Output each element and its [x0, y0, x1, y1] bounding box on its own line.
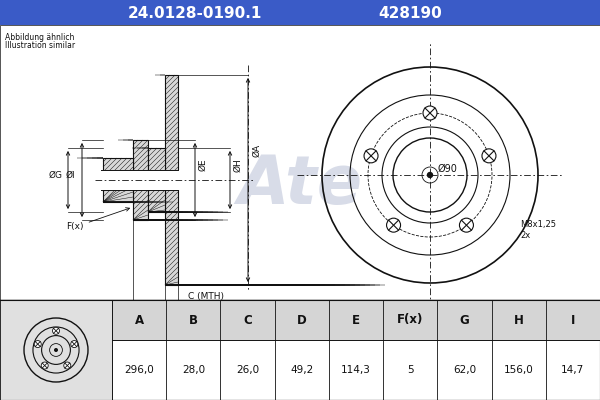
- Bar: [0, 300, 600, 400]
- Circle shape: [34, 340, 41, 348]
- Text: ØG: ØG: [49, 170, 63, 180]
- Circle shape: [423, 106, 437, 120]
- Text: B: B: [169, 304, 175, 314]
- Text: 24.0128-0190.1: 24.0128-0190.1: [128, 6, 262, 20]
- Bar: [103, 158, 133, 202]
- Text: G: G: [460, 314, 469, 326]
- Text: 26,0: 26,0: [236, 365, 259, 375]
- Text: F(x): F(x): [66, 208, 130, 232]
- Bar: [0, 300, 112, 400]
- Text: 428190: 428190: [378, 6, 442, 20]
- Circle shape: [54, 348, 58, 352]
- Text: C: C: [243, 314, 252, 326]
- Text: 296,0: 296,0: [124, 365, 154, 375]
- Text: 49,2: 49,2: [290, 365, 313, 375]
- Circle shape: [41, 362, 48, 369]
- Text: 156,0: 156,0: [504, 365, 533, 375]
- Bar: [148, 148, 165, 212]
- Bar: [165, 75, 178, 285]
- Circle shape: [386, 218, 401, 232]
- Circle shape: [53, 327, 59, 334]
- Text: 114,3: 114,3: [341, 365, 371, 375]
- Text: Abbildung ähnlich: Abbildung ähnlich: [5, 32, 74, 42]
- Text: ØE: ØE: [198, 159, 207, 171]
- Text: B: B: [189, 314, 198, 326]
- Text: ØH: ØH: [233, 158, 242, 172]
- Text: D: D: [152, 314, 159, 324]
- Text: Ate: Ate: [238, 152, 362, 218]
- Text: H: H: [514, 314, 524, 326]
- Bar: [0, 25, 600, 300]
- Bar: [112, 300, 600, 340]
- Text: E: E: [352, 314, 360, 326]
- Text: 5: 5: [407, 365, 413, 375]
- Bar: [133, 140, 148, 220]
- Bar: [98, 170, 181, 190]
- Text: A: A: [134, 314, 143, 326]
- Text: Ø90: Ø90: [438, 164, 458, 174]
- Text: D: D: [297, 314, 307, 326]
- Text: Illustration similar: Illustration similar: [5, 40, 75, 50]
- Text: 14,7: 14,7: [561, 365, 584, 375]
- Text: 28,0: 28,0: [182, 365, 205, 375]
- Text: C (MTH): C (MTH): [188, 292, 224, 302]
- Text: 62,0: 62,0: [453, 365, 476, 375]
- Text: ØA: ØA: [252, 144, 261, 156]
- Circle shape: [460, 218, 473, 232]
- Bar: [0, 0, 600, 25]
- Circle shape: [427, 172, 433, 178]
- Text: ØI: ØI: [65, 170, 75, 180]
- Text: M8x1,25
2x: M8x1,25 2x: [520, 220, 556, 240]
- Text: I: I: [571, 314, 575, 326]
- Circle shape: [64, 362, 71, 369]
- Circle shape: [71, 340, 78, 348]
- Circle shape: [482, 149, 496, 163]
- Text: F(x): F(x): [397, 314, 424, 326]
- Circle shape: [364, 149, 378, 163]
